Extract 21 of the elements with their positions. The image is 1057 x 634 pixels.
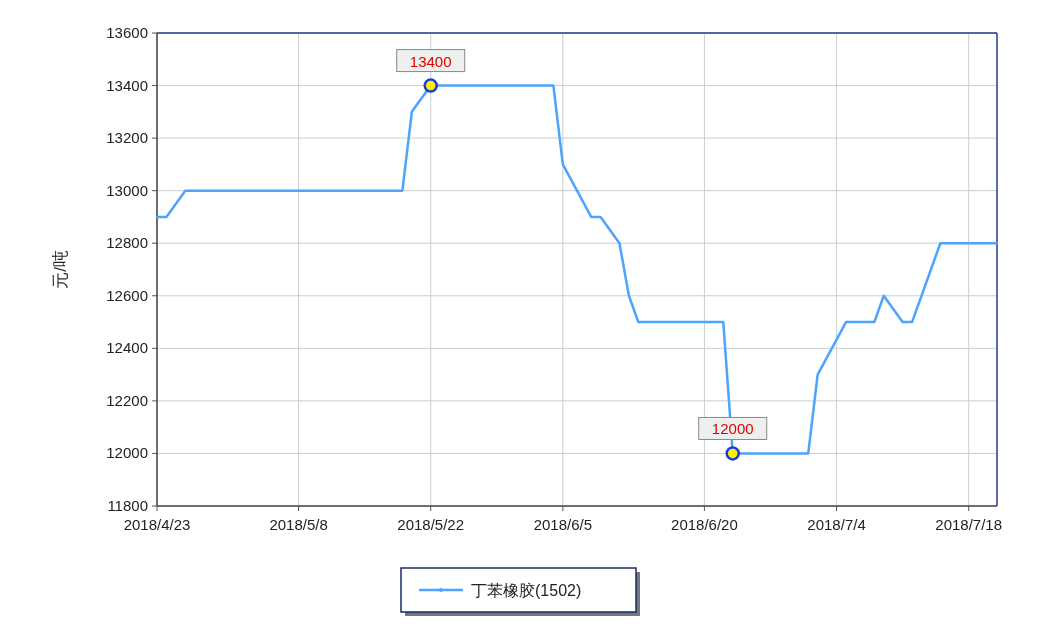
annotation: 12000	[711, 420, 754, 438]
y-tick-label: 11800	[107, 497, 148, 514]
x-tick-label: 2018/5/8	[269, 516, 328, 533]
y-tick-label: 13200	[106, 129, 148, 147]
x-tick-label: 2018/7/4	[807, 516, 866, 533]
y-tick-label: 13400	[106, 76, 148, 94]
x-tick-label: 2018/4/23	[123, 516, 191, 533]
annotation: 13400	[409, 52, 452, 70]
legend-label: 丁苯橡胶(1502)	[471, 582, 582, 599]
y-tick-label: 13600	[106, 24, 148, 41]
y-tick-label: 12400	[106, 339, 148, 357]
y-tick-label: 12000	[106, 444, 148, 462]
y-axis-title: 元/吨	[51, 250, 70, 289]
y-tick-label: 12800	[106, 234, 148, 252]
y-tick-label: 12200	[106, 391, 148, 409]
x-tick-label: 2018/6/20	[671, 516, 738, 533]
y-tick-label: 13000	[106, 181, 148, 199]
x-tick-label: 2018/6/5	[533, 516, 593, 533]
x-tick-label: 2018/5/22	[397, 516, 465, 533]
x-tick-label: 2018/7/18	[935, 516, 1003, 533]
y-tick-label: 12600	[106, 286, 148, 304]
